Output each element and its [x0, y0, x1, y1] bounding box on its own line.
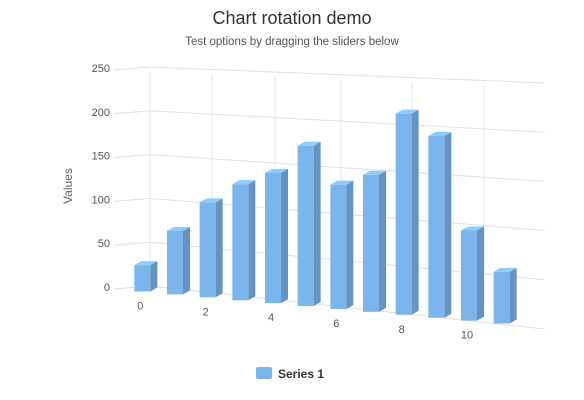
- bar-front: [395, 113, 412, 315]
- x-axis-ticks: 0 2 4 6 8 10: [137, 300, 473, 341]
- bar-top: [265, 168, 288, 173]
- bar-top: [199, 198, 223, 203]
- x-tick-label: 6: [333, 318, 339, 330]
- x-tick-label: 10: [461, 330, 473, 342]
- x-tick-label: 0: [137, 300, 143, 312]
- y-tick-label: 200: [92, 107, 110, 119]
- bar-side: [379, 170, 386, 312]
- y-axis-ticks: 0 50 100 150 200 250: [92, 63, 110, 294]
- bar-side: [346, 180, 354, 309]
- bar-side: [183, 227, 190, 295]
- grid-line: [149, 66, 546, 84]
- bar-front: [461, 230, 477, 321]
- bar-top: [428, 131, 452, 136]
- bar-front: [297, 145, 314, 307]
- bar-front: [199, 202, 216, 298]
- y-axis-title: Values: [61, 168, 75, 204]
- chart-title: Chart rotation demo: [212, 8, 371, 28]
- y-tick-label: 150: [92, 151, 110, 163]
- grid-line-side: [113, 66, 151, 71]
- x-tick-label: 4: [268, 312, 274, 324]
- bar-top: [167, 227, 190, 232]
- bar[interactable]: [167, 227, 190, 295]
- bar-front: [330, 184, 347, 309]
- bar[interactable]: [265, 168, 288, 304]
- bar-front: [428, 135, 445, 318]
- grid-line-side: [113, 197, 151, 202]
- bar-side: [411, 109, 419, 315]
- bar-top: [297, 141, 321, 146]
- bar-front: [232, 184, 249, 301]
- bar-top: [461, 226, 484, 231]
- bar[interactable]: [199, 198, 223, 298]
- bar-side: [444, 131, 452, 318]
- bar[interactable]: [297, 141, 321, 307]
- bars: [134, 109, 517, 324]
- x-tick-label: 8: [399, 324, 405, 336]
- y-tick-label: 100: [92, 194, 110, 206]
- grid-line-side: [113, 110, 151, 115]
- bar-side: [150, 261, 158, 292]
- bar[interactable]: [461, 226, 484, 321]
- bar[interactable]: [330, 180, 354, 309]
- bar-side: [313, 141, 321, 307]
- grid-line-side: [113, 154, 151, 159]
- y-tick-label: 50: [98, 238, 110, 250]
- bar-top: [493, 267, 517, 272]
- y-tick-label: 0: [104, 282, 110, 294]
- legend[interactable]: Series 1: [256, 367, 324, 381]
- bar[interactable]: [493, 267, 517, 324]
- bar-top: [330, 180, 354, 185]
- grid-line: [149, 154, 546, 182]
- bar-front: [363, 174, 379, 312]
- chart-subtitle: Test options by dragging the sliders bel…: [185, 36, 399, 48]
- bar-front: [167, 231, 183, 295]
- bar-front: [493, 271, 510, 324]
- bar-side: [281, 168, 288, 304]
- bar-top: [363, 170, 386, 175]
- y-tick-label: 250: [92, 63, 110, 75]
- bar[interactable]: [363, 170, 386, 312]
- x-tick-label: 2: [203, 306, 209, 318]
- bar-side: [509, 267, 517, 324]
- bar-side: [477, 226, 484, 321]
- bar-side: [215, 198, 223, 298]
- bar[interactable]: [134, 261, 158, 292]
- bar-top: [232, 180, 256, 185]
- grid-line-side: [113, 241, 151, 246]
- bar[interactable]: [428, 131, 452, 318]
- legend-swatch[interactable]: [256, 367, 272, 379]
- bar-top: [395, 109, 419, 114]
- bar[interactable]: [395, 109, 419, 315]
- bar-top: [134, 261, 158, 266]
- legend-label[interactable]: Series 1: [278, 367, 324, 381]
- bar-front: [265, 172, 281, 304]
- bar-front: [134, 265, 151, 292]
- bar-side: [248, 180, 256, 301]
- bar[interactable]: [232, 180, 256, 301]
- grid-line: [149, 110, 546, 133]
